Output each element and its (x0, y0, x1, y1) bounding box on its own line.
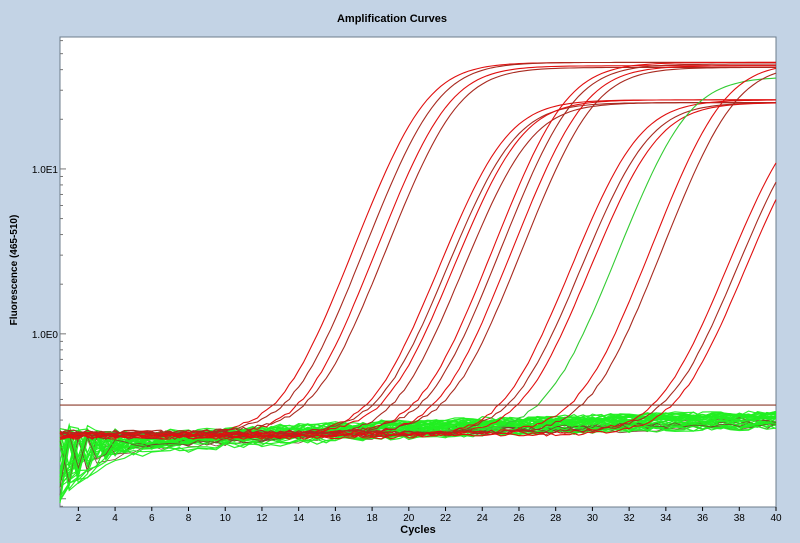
x-axis-ticks: 2 4 6 8 10 12 14 16 18 20 22 24 26 28 30 32 34 36 38 40 (76, 507, 782, 524)
x-tick-label: 24 (477, 513, 489, 524)
x-tick-label: 10 (220, 513, 232, 524)
x-tick-label: 36 (697, 513, 709, 524)
y-minor-ticks (60, 40, 66, 507)
chart-title: Amplification Curves (337, 13, 447, 25)
x-tick-label: 28 (550, 513, 562, 524)
x-tick-label: 12 (256, 513, 268, 524)
x-axis-label: Cycles (400, 524, 435, 536)
x-tick-label: 16 (330, 513, 342, 524)
x-tick-label: 32 (624, 513, 636, 524)
y-axis-label: Fluorescence (465-510) (9, 215, 20, 326)
x-tick-label: 26 (513, 513, 525, 524)
amplification-curve-S20 (59, 181, 777, 435)
x-tick-label: 22 (440, 513, 452, 524)
x-tick-label: 40 (770, 513, 782, 524)
x-tick-label: 38 (734, 513, 746, 524)
y-tick-label: 1.0E1 (32, 165, 59, 176)
negative-curve (59, 422, 777, 492)
x-tick-label: 18 (367, 513, 379, 524)
x-tick-label: 6 (149, 513, 155, 524)
x-tick-label: 8 (186, 513, 192, 524)
x-tick-label: 2 (76, 513, 82, 524)
x-tick-label: 30 (587, 513, 599, 524)
amplification-curve-S4 (59, 66, 776, 434)
x-tick-label: 4 (112, 513, 118, 524)
x-tick-label: 34 (660, 513, 672, 524)
x-tick-label: 14 (293, 513, 305, 524)
y-tick-label: 1.0E0 (32, 330, 59, 341)
positive-curves (59, 61, 777, 440)
amplification-curve-S21 (59, 199, 777, 438)
amplification-curve-S12 (59, 66, 776, 436)
y-axis-ticks: 1.0E0 1.0E1 (32, 165, 59, 341)
x-tick-label: 20 (403, 513, 415, 524)
